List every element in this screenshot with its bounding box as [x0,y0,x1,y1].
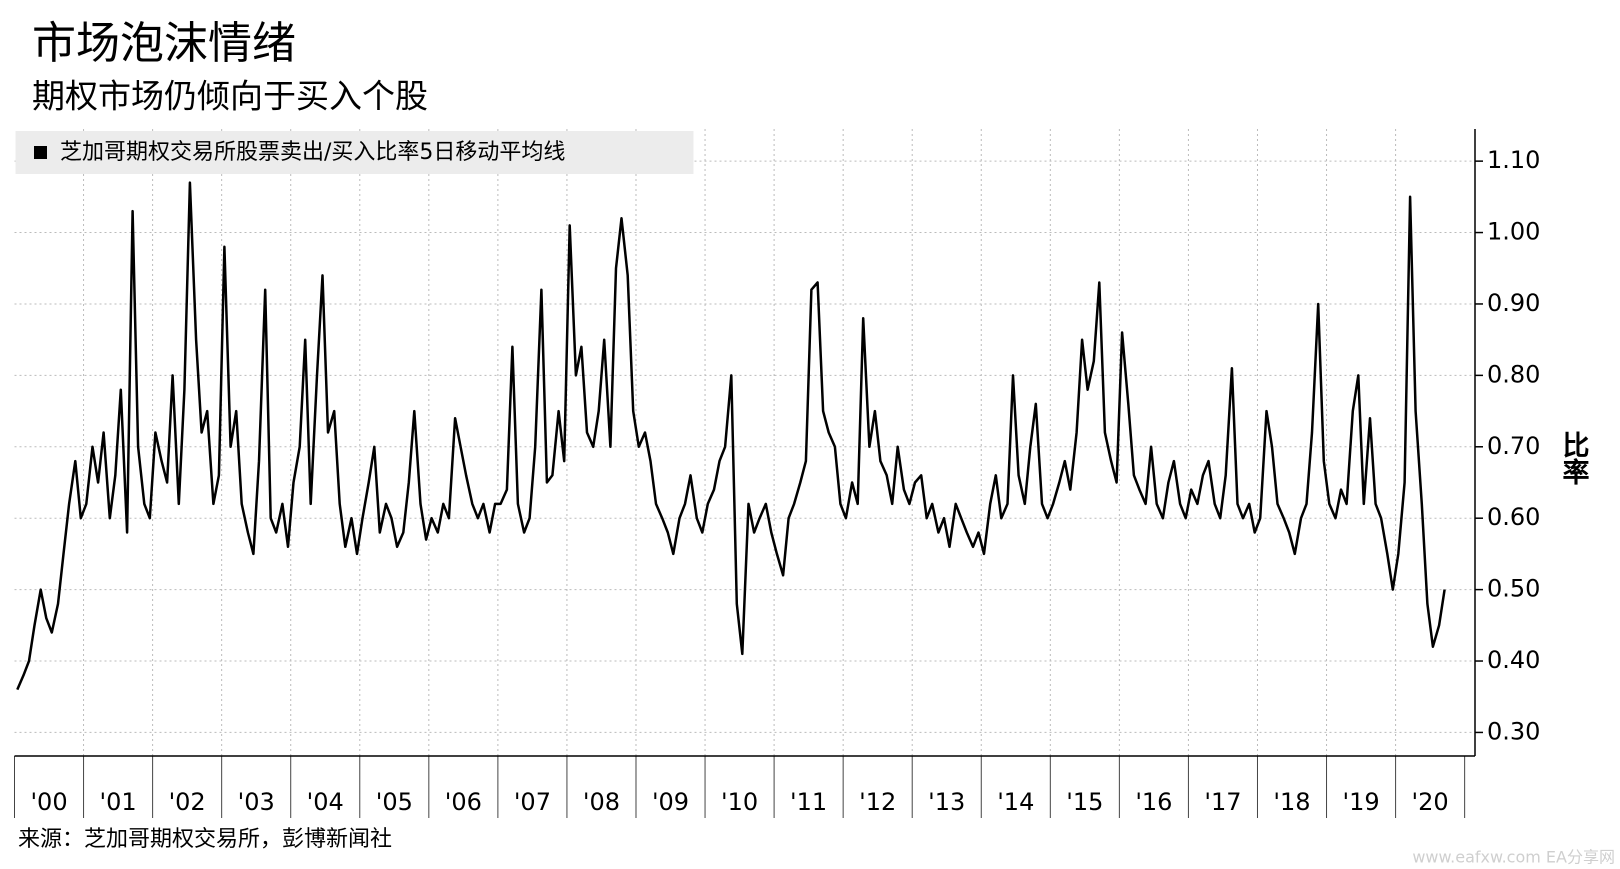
legend-swatch [34,146,47,159]
x-tick-label: '01 [100,788,137,816]
x-tick-label: '15 [1066,788,1103,816]
source-note: 来源：芝加哥期权交易所，彭博新闻社 [18,827,392,852]
chart-subtitle: 期权市场仍倾向于买入个股 [32,77,428,116]
x-tick-label: '16 [1135,788,1172,816]
y-tick-label: 0.40 [1487,646,1540,674]
watermark: www.eafxw.com EA分享网 [1412,848,1615,867]
y-tick-label: 0.50 [1487,575,1540,603]
x-tick-label: '00 [30,788,67,816]
x-tick-label: '07 [514,788,551,816]
x-tick-label: '19 [1342,788,1379,816]
x-tick-label: '05 [376,788,413,816]
x-tick-label: '09 [652,788,689,816]
y-tick-label: 0.70 [1487,432,1540,460]
x-tick-label: '11 [790,788,827,816]
y-tick-label: 0.60 [1487,503,1540,531]
y-tick-label: 0.80 [1487,360,1540,388]
x-tick-label: '06 [445,788,482,816]
x-tick-label: '17 [1204,788,1241,816]
y-axis-label: 比率 [1558,431,1590,485]
x-tick-label: '04 [307,788,344,816]
y-tick-label: 1.00 [1487,218,1540,246]
x-tick-label: '18 [1273,788,1310,816]
data-line [16,181,1446,691]
x-tick-label: '12 [859,788,896,816]
x-tick-label: '14 [997,788,1034,816]
y-tick-label: 1.10 [1487,146,1540,174]
x-tick-label: '08 [583,788,620,816]
y-tick-label: 0.90 [1487,289,1540,317]
legend-box [15,131,694,174]
y-tick-label: 0.30 [1487,717,1540,745]
x-tick-label: '02 [169,788,206,816]
x-tick-label: '03 [238,788,275,816]
x-tick-label: '13 [928,788,965,816]
x-tick-label: '20 [1412,788,1449,816]
x-tick-label: '10 [721,788,758,816]
legend-label: 芝加哥期权交易所股票卖出/买入比率5日移动平均线 [60,140,565,165]
chart-title: 市场泡沫情绪 [32,18,296,69]
